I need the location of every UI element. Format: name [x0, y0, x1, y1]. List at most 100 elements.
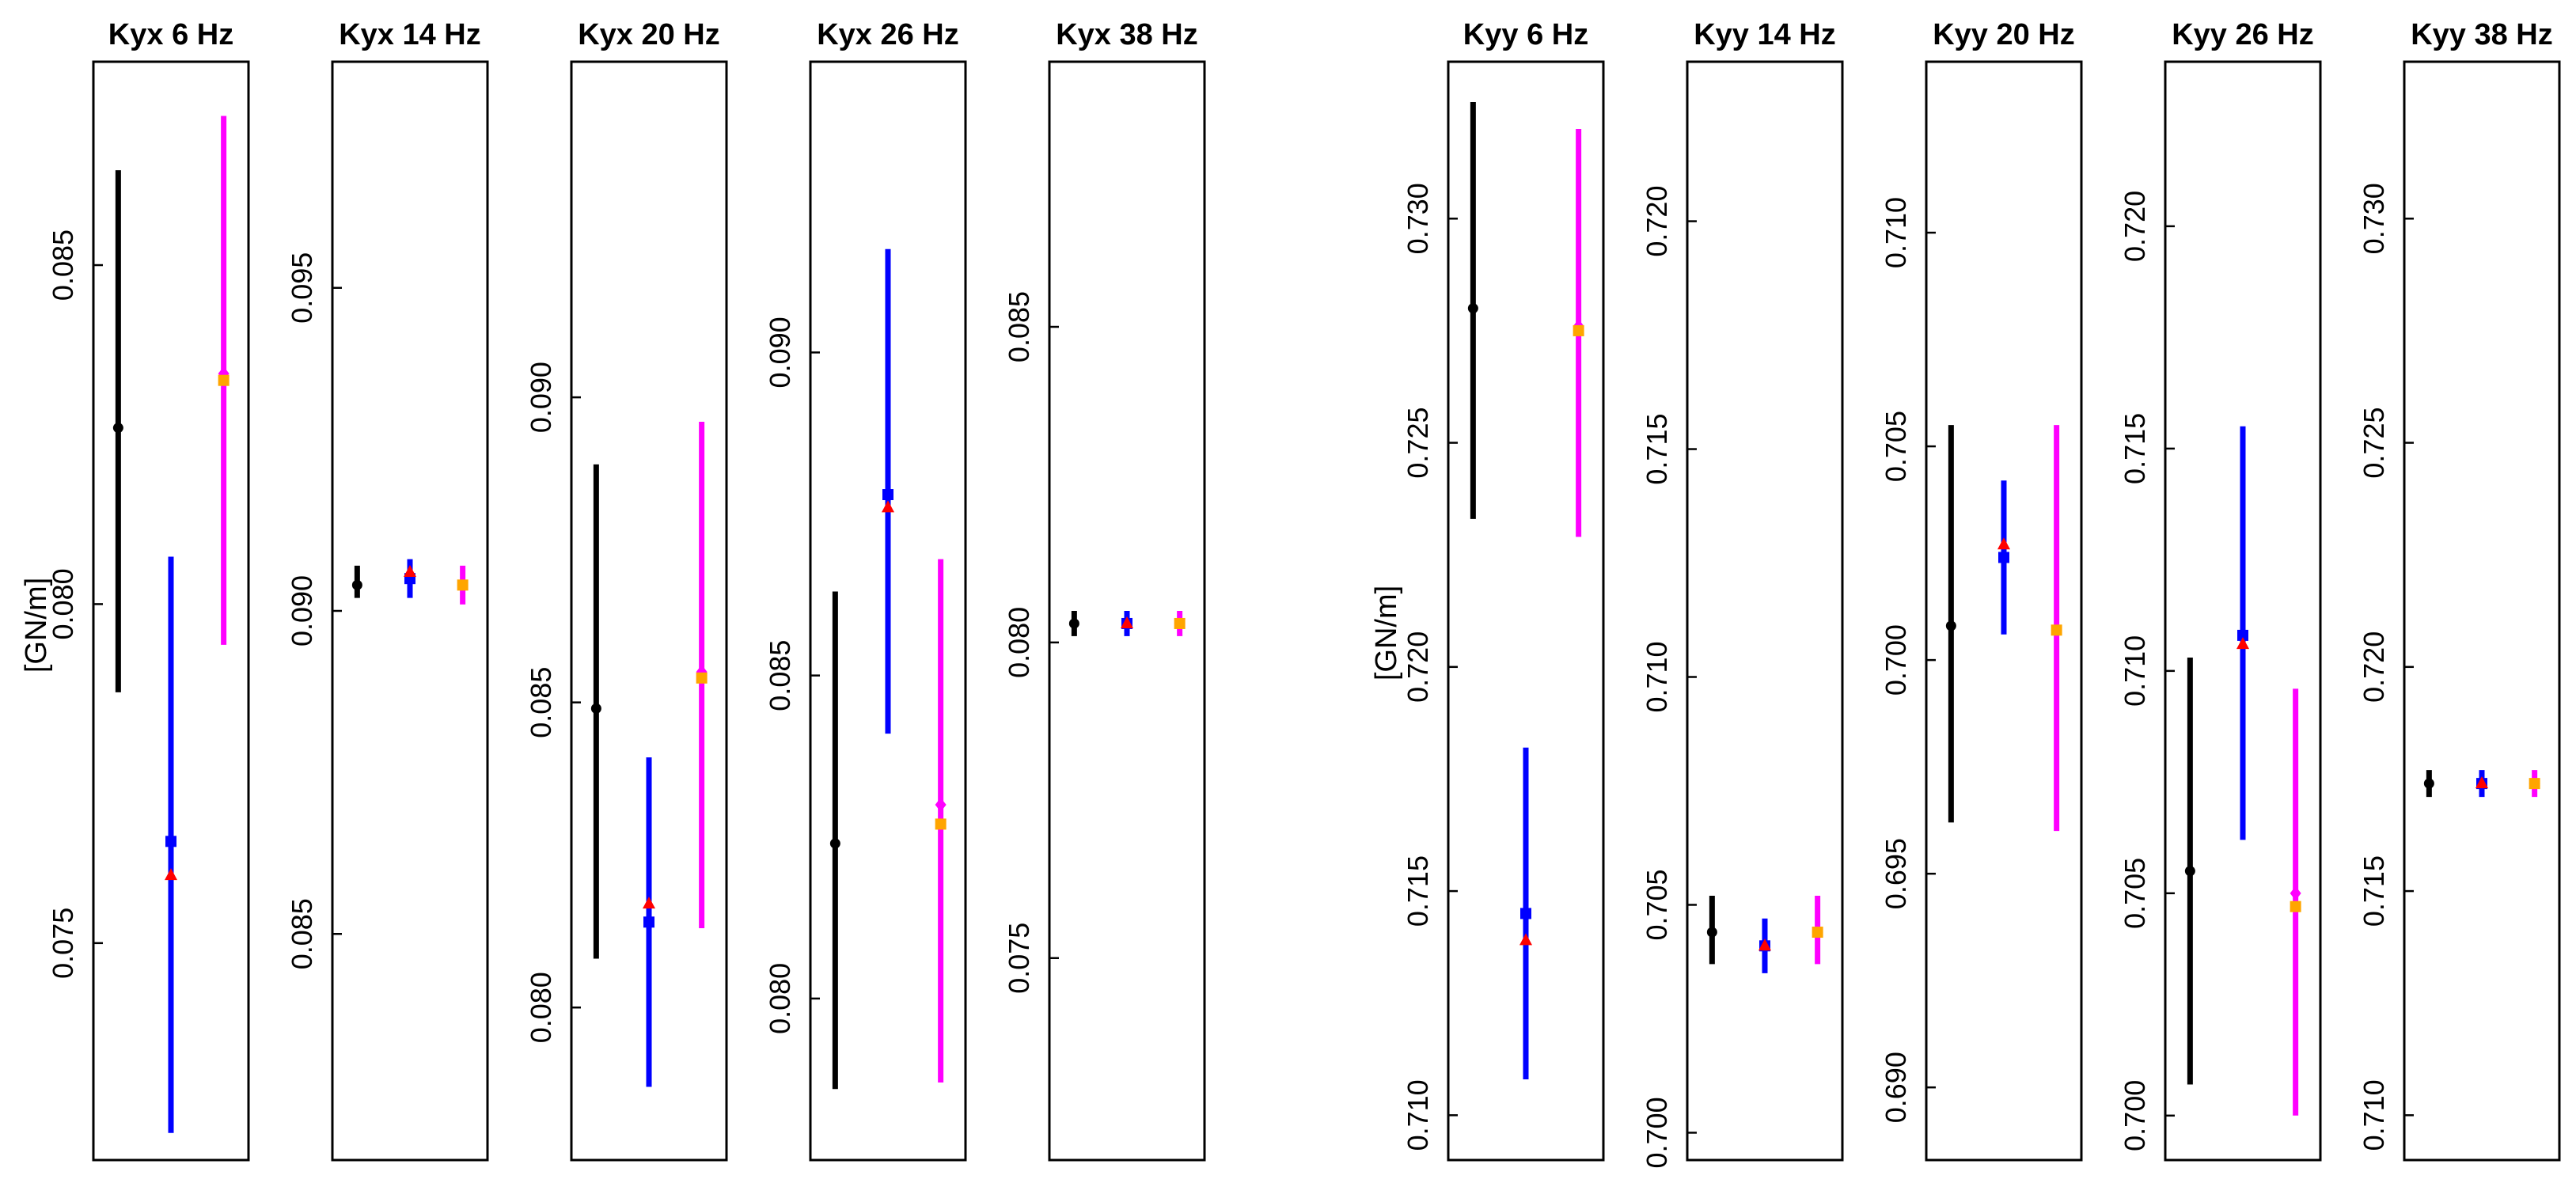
- y-tick-label: 0.080: [525, 972, 557, 1043]
- axes-frame: [1686, 60, 1844, 1162]
- subplot-panel: Kyx 38 Hz 0.075 0.080 0.085: [1003, 18, 1206, 1162]
- y-tick-label: 0.705: [1641, 869, 1673, 940]
- panel-title: Kyx 38 Hz: [1056, 18, 1198, 51]
- y-tick-label: 0.095: [286, 252, 318, 324]
- subplot-panel: Kyx 14 Hz 0.085 0.090 0.095: [286, 18, 489, 1162]
- axes-frame: [92, 60, 250, 1162]
- y-tick-label: 0.700: [1641, 1097, 1673, 1168]
- y-tick-label: 0.085: [764, 640, 796, 711]
- y-tick-label: 0.720: [1402, 631, 1434, 703]
- subplot-panel: Kyy 14 Hz 0.700 0.705 0.710 0.715 0.720: [1641, 18, 1844, 1168]
- subplot-panel: Kyx 6 Hz 0.075 0.080 0.085: [47, 18, 250, 1162]
- point-marker: [165, 836, 176, 847]
- alt-point-marker: [1573, 324, 1584, 336]
- subplot-panel: Kyy 20 Hz 0.690 0.695 0.700 0.705 0.710: [1880, 18, 2083, 1162]
- axes-frame: [2164, 60, 2322, 1162]
- y-tick-label: 0.725: [2358, 408, 2390, 479]
- y-tick-label: 0.705: [1880, 411, 1912, 482]
- y-tick-label: 0.710: [1880, 197, 1912, 268]
- y-tick-label: 0.075: [1003, 923, 1035, 994]
- subplot-panel: Kyx 20 Hz 0.080 0.085 0.090: [525, 18, 728, 1162]
- subplot-panel: Kyy 38 Hz 0.710 0.715 0.720 0.725 0.730: [2358, 18, 2561, 1162]
- panel-title: Kyy 20 Hz: [1933, 18, 2075, 51]
- y-tick-label: 0.090: [525, 362, 557, 433]
- point-marker: [2237, 629, 2248, 641]
- y-tick-label: 0.085: [1003, 291, 1035, 362]
- axes-frame: [1925, 60, 2083, 1162]
- point-marker: [1520, 908, 1531, 919]
- subplot-panel: Kyx 26 Hz 0.080 0.085 0.090: [764, 18, 967, 1162]
- alt-point-marker: [643, 897, 655, 909]
- y-tick-label: 0.730: [1402, 183, 1434, 254]
- alt-point-marker: [2475, 776, 2488, 789]
- axes-frame: [2403, 60, 2561, 1162]
- subplot-panel: Kyy 6 Hz 0.710 0.715 0.720 0.725 0.730: [1402, 18, 1605, 1162]
- y-tick-label: 0.085: [525, 667, 557, 738]
- y-tick-label: 0.085: [47, 229, 79, 301]
- point-marker: [590, 703, 601, 714]
- alt-point-marker: [696, 672, 708, 684]
- y-tick-label: 0.090: [286, 575, 318, 646]
- y-tick-label: 0.715: [2119, 413, 2151, 484]
- y-tick-label: 0.705: [2119, 858, 2151, 929]
- y-tick-label: 0.715: [1641, 413, 1673, 484]
- panel-title: Kyy 6 Hz: [1463, 18, 1588, 51]
- panel-title: Kyy 26 Hz: [2172, 18, 2314, 51]
- point-marker: [1945, 620, 1956, 631]
- y-tick-label: 0.710: [2358, 1079, 2390, 1151]
- y-tick-label: 0.715: [2358, 855, 2390, 927]
- panel-title: Kyx 6 Hz: [108, 18, 233, 51]
- y-axis-label-left: [GN/m]: [20, 578, 53, 673]
- axes-frame: [809, 60, 967, 1162]
- point-marker: [351, 579, 362, 590]
- point-marker: [643, 916, 654, 928]
- alt-point-marker: [1758, 938, 1771, 951]
- point-marker: [829, 838, 840, 849]
- point-marker: [882, 489, 893, 501]
- y-tick-label: 0.080: [47, 568, 79, 639]
- y-tick-label: 0.080: [764, 963, 796, 1034]
- y-tick-label: 0.710: [1641, 641, 1673, 712]
- y-tick-label: 0.075: [47, 908, 79, 979]
- y-tick-label: 0.730: [2358, 183, 2390, 254]
- alt-point-marker: [2051, 624, 2062, 636]
- point-marker: [1998, 552, 2009, 563]
- point-marker: [1706, 927, 1717, 938]
- y-tick-label: 0.080: [1003, 607, 1035, 678]
- y-tick-label: 0.700: [2119, 1080, 2151, 1151]
- alt-point-marker: [935, 818, 947, 830]
- panel-title: Kyx 14 Hz: [339, 18, 481, 51]
- y-tick-label: 0.710: [2119, 635, 2151, 707]
- alt-point-marker: [2529, 778, 2540, 790]
- point-marker: [935, 797, 947, 812]
- y-tick-label: 0.090: [764, 317, 796, 388]
- point-marker: [2184, 866, 2195, 877]
- y-tick-label: 0.710: [1402, 1079, 1434, 1151]
- alt-point-marker: [457, 579, 469, 591]
- alt-point-marker: [404, 565, 416, 578]
- alt-point-marker: [1121, 616, 1133, 628]
- point-marker: [1467, 303, 1478, 314]
- alt-point-marker: [882, 500, 894, 513]
- y-tick-label: 0.700: [1880, 624, 1912, 696]
- panel-title: Kyy 14 Hz: [1694, 18, 1836, 51]
- alt-point-marker: [2236, 637, 2249, 650]
- subplot-panel: Kyy 26 Hz 0.700 0.705 0.710 0.715 0.720: [2119, 18, 2322, 1162]
- y-tick-label: 0.085: [286, 898, 318, 969]
- y-tick-label: 0.690: [1880, 1052, 1912, 1123]
- y-axis-label-right: [GN/m]: [1370, 586, 1403, 681]
- panel-title: Kyx 20 Hz: [578, 18, 720, 51]
- alt-point-marker: [1174, 617, 1186, 629]
- point-marker: [112, 423, 123, 434]
- axes-frame: [1048, 60, 1206, 1162]
- y-tick-label: 0.720: [1641, 186, 1673, 257]
- alt-point-marker: [1812, 927, 1823, 938]
- point-marker: [2290, 885, 2301, 901]
- y-tick-label: 0.725: [1402, 408, 1434, 479]
- alt-point-marker: [2290, 901, 2301, 912]
- axes-frame: [570, 60, 728, 1162]
- panel-title: Kyx 26 Hz: [817, 18, 959, 51]
- y-tick-label: 0.715: [1402, 855, 1434, 927]
- alt-point-marker: [1519, 933, 1532, 946]
